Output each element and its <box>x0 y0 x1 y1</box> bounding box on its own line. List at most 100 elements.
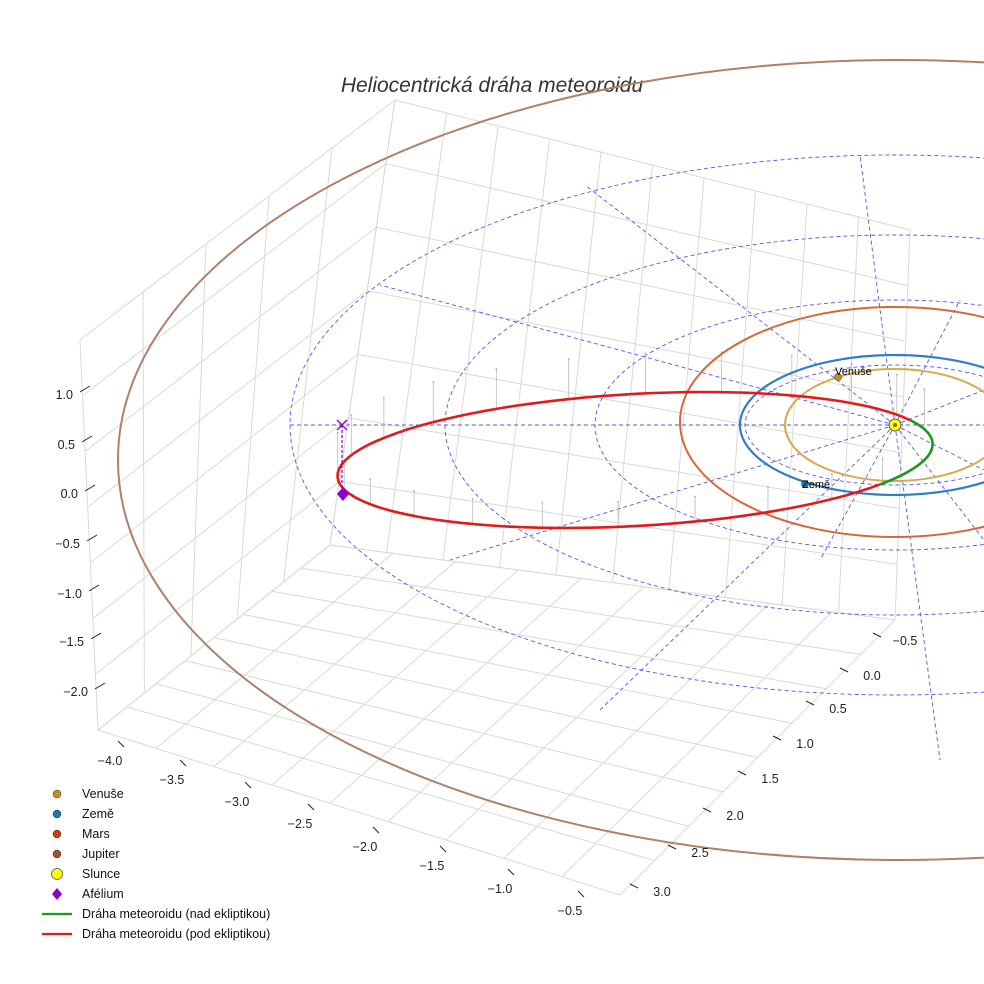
z-tick-label: −1.0 <box>57 587 82 601</box>
grid-line <box>84 226 377 452</box>
venus-label: Venuše <box>835 366 872 378</box>
grid-line <box>97 729 621 896</box>
legend-dot-swatch <box>52 789 62 799</box>
drop-line-tip <box>617 500 620 503</box>
grid-line <box>385 163 908 287</box>
y-tick <box>667 844 677 850</box>
y-tick <box>772 735 782 741</box>
orbit-drop-lines <box>336 351 926 528</box>
z-tick <box>94 682 106 690</box>
y-tick <box>805 700 815 706</box>
ecliptic-spoke <box>894 299 961 426</box>
drop-line-tip <box>382 397 385 399</box>
grid-line <box>184 660 724 793</box>
x-tick-label: −3.5 <box>160 773 185 787</box>
x-tick <box>507 868 515 876</box>
chart-title: Heliocentrická dráha meteoroidu <box>340 74 644 97</box>
grid-line <box>79 339 99 731</box>
legend-diamond-swatch <box>52 888 62 900</box>
earth-marker <box>801 480 809 488</box>
grid-line <box>213 561 456 768</box>
ecliptic-spoke <box>894 424 984 471</box>
legend-dot-swatch <box>51 868 63 880</box>
drop-line-tip <box>471 498 474 500</box>
ecliptic-spoke <box>379 284 896 426</box>
y-tick <box>839 667 849 673</box>
grid-line <box>612 164 653 583</box>
grid-line <box>87 290 368 508</box>
aphelion-marker <box>337 487 349 501</box>
ecliptic-reference-grid <box>289 154 984 761</box>
legend-item: Dráha meteoroidu (pod ekliptikou) <box>40 924 270 944</box>
z-tick-label: −1.5 <box>59 635 84 649</box>
legend-label: Dráha meteoroidu (pod ekliptikou) <box>82 927 271 941</box>
legend-item: Země <box>40 804 270 824</box>
aphelion-projection-marker <box>336 419 348 431</box>
z-tick <box>79 385 91 393</box>
legend-label: Dráha meteoroidu (nad ekliptikou) <box>82 907 271 921</box>
meteoroid-orbit-above <box>878 418 934 486</box>
drop-line-tip <box>895 373 898 376</box>
x-tick-label: −1.5 <box>420 859 445 873</box>
grid-line <box>95 481 340 675</box>
ecliptic-spoke <box>584 184 896 426</box>
legend-symbol <box>42 932 72 936</box>
orbit-země <box>738 353 984 497</box>
drop-line-tip <box>694 495 696 498</box>
venus-marker <box>834 373 842 381</box>
grid-line <box>668 177 705 591</box>
grid-line <box>329 99 396 546</box>
drop-line-tip <box>413 490 415 492</box>
legend-item: Mars <box>40 824 270 844</box>
drop-line-tip <box>881 457 884 460</box>
legend-symbol <box>52 809 62 819</box>
orbit-mars <box>679 306 984 538</box>
grid-line <box>781 203 808 606</box>
legend-label: Afélium <box>82 887 124 901</box>
x-tick-label: −3.0 <box>225 795 250 809</box>
legend-item: Dráha meteoroidu (nad ekliptikou) <box>40 904 270 924</box>
drop-line-tip <box>767 486 769 488</box>
meteoroid-orbit-below <box>336 390 911 530</box>
ecliptic-spoke <box>599 424 896 711</box>
drop-line-tip <box>644 352 647 355</box>
legend-item: Slunce <box>40 864 270 884</box>
grid-line <box>367 290 904 398</box>
grid-line <box>376 226 906 342</box>
grid-line <box>89 353 359 564</box>
x-tick <box>372 826 380 834</box>
legend-item: Jupiter <box>40 844 270 864</box>
drop-line-tip <box>343 463 346 466</box>
grid-line <box>142 291 145 694</box>
grid-line <box>394 99 911 231</box>
ecliptic-spoke <box>894 424 984 541</box>
grid-line <box>79 99 396 341</box>
x-tick-label: −4.0 <box>98 754 123 768</box>
y-tick-label: 0.0 <box>863 669 880 683</box>
x-tick <box>117 740 125 748</box>
grid-line <box>190 243 207 657</box>
ecliptic-spoke <box>859 154 896 426</box>
x-tick-label: −0.5 <box>558 904 583 918</box>
x-tick <box>307 803 315 811</box>
drop-line-tip <box>567 358 570 360</box>
ecliptic-ring <box>289 154 984 696</box>
legend-symbol <box>52 849 62 859</box>
legend-symbol <box>42 912 72 916</box>
grid-line <box>619 619 896 896</box>
z-tick <box>88 584 100 592</box>
grid-line <box>386 112 447 553</box>
orbit-venuše <box>784 368 984 482</box>
ecliptic-ring <box>444 234 984 616</box>
grid-panes <box>79 99 911 896</box>
grid-line <box>561 611 833 878</box>
legend-label: Mars <box>82 827 110 841</box>
grid-line <box>300 567 861 655</box>
grid-line <box>242 613 792 724</box>
drop-line-tip <box>541 501 544 504</box>
x-tick <box>577 890 585 898</box>
x-tick-label: −2.5 <box>288 817 313 831</box>
grid-line <box>155 552 394 749</box>
grid-line <box>329 544 896 621</box>
drop-line-tip <box>495 367 498 370</box>
